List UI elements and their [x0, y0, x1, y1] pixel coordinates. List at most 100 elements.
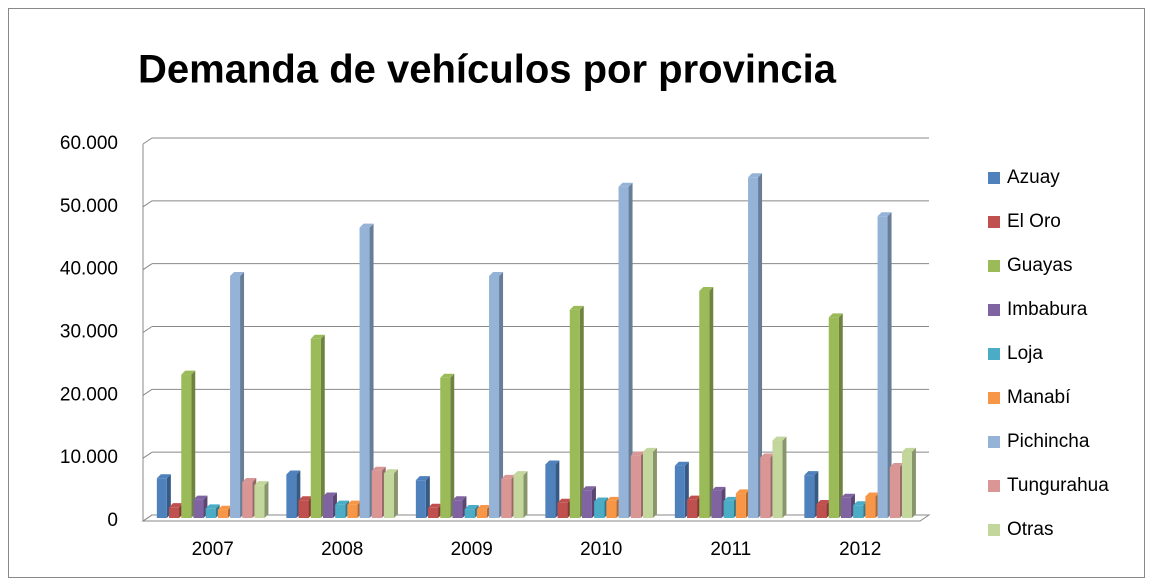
- bar-top: [557, 498, 572, 503]
- legend-swatch: [988, 392, 1000, 404]
- legend-swatch: [988, 436, 1000, 448]
- grid-diagonal: [142, 514, 153, 522]
- bar: [545, 464, 556, 518]
- bar: [606, 500, 617, 518]
- bar-top: [181, 370, 196, 375]
- bar-side: [652, 447, 657, 518]
- bar-side: [838, 313, 843, 518]
- bar: [181, 374, 192, 518]
- bar-top: [642, 447, 657, 452]
- grid-diagonal: [142, 388, 153, 396]
- legend-label: Otras: [1007, 519, 1053, 540]
- bar: [853, 505, 864, 518]
- bar-top: [804, 471, 819, 476]
- bar-top: [748, 173, 763, 178]
- bar-top: [877, 212, 892, 217]
- bar: [286, 474, 297, 518]
- bar: [464, 509, 475, 518]
- bar-top: [452, 496, 467, 501]
- bar-top: [569, 305, 584, 310]
- bar: [371, 470, 382, 518]
- bar-side: [191, 370, 196, 518]
- bar-top: [545, 460, 560, 465]
- bar: [735, 493, 746, 518]
- bar: [630, 455, 641, 518]
- bar: [513, 475, 524, 518]
- bar: [298, 500, 309, 518]
- x-tick-label: 2011: [710, 539, 751, 560]
- bar: [618, 186, 629, 518]
- bar-side: [758, 173, 763, 518]
- y-tick-label: 20.000: [60, 384, 118, 405]
- bar: [901, 451, 912, 518]
- bar-top: [242, 478, 257, 483]
- bar: [452, 500, 463, 518]
- bar-side: [499, 271, 504, 518]
- grid-diagonal: [142, 200, 153, 208]
- legend-swatch: [988, 304, 1000, 316]
- bar-top: [699, 287, 714, 292]
- legend-label: Loja: [1007, 343, 1043, 364]
- bar-top: [169, 503, 184, 508]
- bar: [569, 309, 580, 518]
- bar-top: [865, 492, 880, 497]
- bar-top: [359, 223, 374, 228]
- bar: [501, 478, 512, 518]
- bar: [865, 496, 876, 518]
- x-tick-label: 2012: [839, 539, 881, 560]
- bar: [711, 490, 722, 518]
- bar-top: [415, 476, 430, 481]
- bar-side: [264, 481, 269, 518]
- legend-label: Guayas: [1007, 255, 1072, 276]
- bar: [476, 509, 487, 518]
- legend-label: Tungurahua: [1007, 475, 1109, 496]
- bar: [440, 377, 451, 518]
- bar: [359, 227, 370, 518]
- bar: [642, 451, 653, 518]
- bar: [772, 440, 783, 518]
- bar-side: [369, 223, 374, 518]
- bar-side: [523, 471, 528, 518]
- bar: [205, 508, 216, 518]
- x-tick-label: 2009: [451, 539, 493, 560]
- bar-top: [428, 503, 443, 508]
- bar: [581, 490, 592, 518]
- bar: [428, 507, 439, 518]
- bar: [242, 482, 253, 518]
- bar: [383, 473, 394, 518]
- bar: [687, 499, 698, 518]
- bar-top: [711, 486, 726, 491]
- bar: [840, 497, 851, 518]
- grid-diagonal: [142, 263, 153, 271]
- bar-top: [322, 492, 337, 497]
- bar: [193, 499, 204, 518]
- bar: [723, 500, 734, 518]
- bar: [699, 291, 710, 518]
- grid-diagonal: [142, 451, 153, 459]
- bar-side: [782, 436, 787, 518]
- grid-diagonal: [142, 326, 153, 333]
- bar-side: [911, 447, 916, 518]
- bar: [347, 504, 358, 518]
- bar-top: [816, 500, 831, 505]
- bar-side: [887, 212, 892, 518]
- bar-top: [205, 504, 220, 509]
- x-tick-label: 2010: [580, 539, 622, 560]
- bar-top: [335, 500, 350, 505]
- bar-top: [630, 451, 645, 456]
- bar: [217, 509, 228, 518]
- legend-swatch: [988, 480, 1000, 492]
- legend-label: Imbabura: [1007, 299, 1088, 320]
- legend-label: Azuay: [1007, 167, 1060, 188]
- y-tick-label: 50.000: [60, 196, 118, 217]
- bar: [674, 465, 685, 518]
- bar: [748, 177, 759, 518]
- legend-swatch: [988, 172, 1000, 184]
- bar-top: [156, 474, 171, 479]
- bar-top: [594, 497, 609, 502]
- legend-swatch: [988, 524, 1000, 536]
- bar: [310, 338, 321, 518]
- bar-top: [383, 469, 398, 474]
- bar-top: [286, 470, 301, 475]
- bar: [230, 275, 241, 518]
